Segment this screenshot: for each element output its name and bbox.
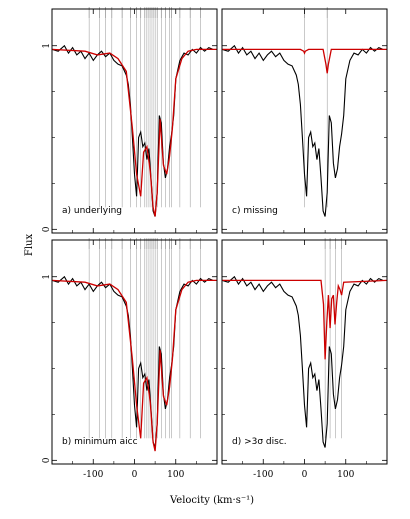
x-tick-label: -100 [83,470,103,480]
panel-frame [51,8,218,234]
panel-label: c) missing [232,206,278,216]
panel-label: d) >3σ disc. [232,437,287,447]
figure-ylabel: Flux [24,234,35,257]
panel-b: -100 0 100 0 1 b) minimum aicc [42,238,218,480]
data-profile-line [221,275,384,448]
panel-label: a) underlying [62,206,122,216]
x-tick-label: 0 [302,470,308,480]
panel-label: b) minimum aicc [62,437,138,447]
data-profile-line [51,275,214,448]
y-tick-label: 1 [42,43,52,49]
model-profile-line [222,279,388,360]
data-profile-line [221,44,384,217]
panels-group: 0 1 a) underlying c) missing -100 0 100 0 1 b) mi… [42,7,388,480]
panel-d: -100 0 100 d) >3σ disc. [221,238,388,480]
panel-frame [51,239,218,465]
panel-c: c) missing [221,7,388,234]
panel-frame [221,239,388,465]
x-tick-label: 100 [167,470,184,480]
y-tick-label: 1 [42,274,52,280]
model-profile-line [51,48,217,217]
y-tick-label: 0 [42,457,52,463]
model-profile-line [222,48,387,74]
x-tick-label: 100 [337,470,354,480]
y-tick-label: 0 [42,226,52,232]
figure-xlabel: Velocity (km·s⁻¹) [169,495,254,506]
x-tick-label: 0 [132,470,138,480]
panel-a: 0 1 a) underlying [42,7,218,234]
x-tick-label: -100 [253,470,273,480]
model-profile-line [51,279,217,452]
data-profile-line [51,44,214,217]
